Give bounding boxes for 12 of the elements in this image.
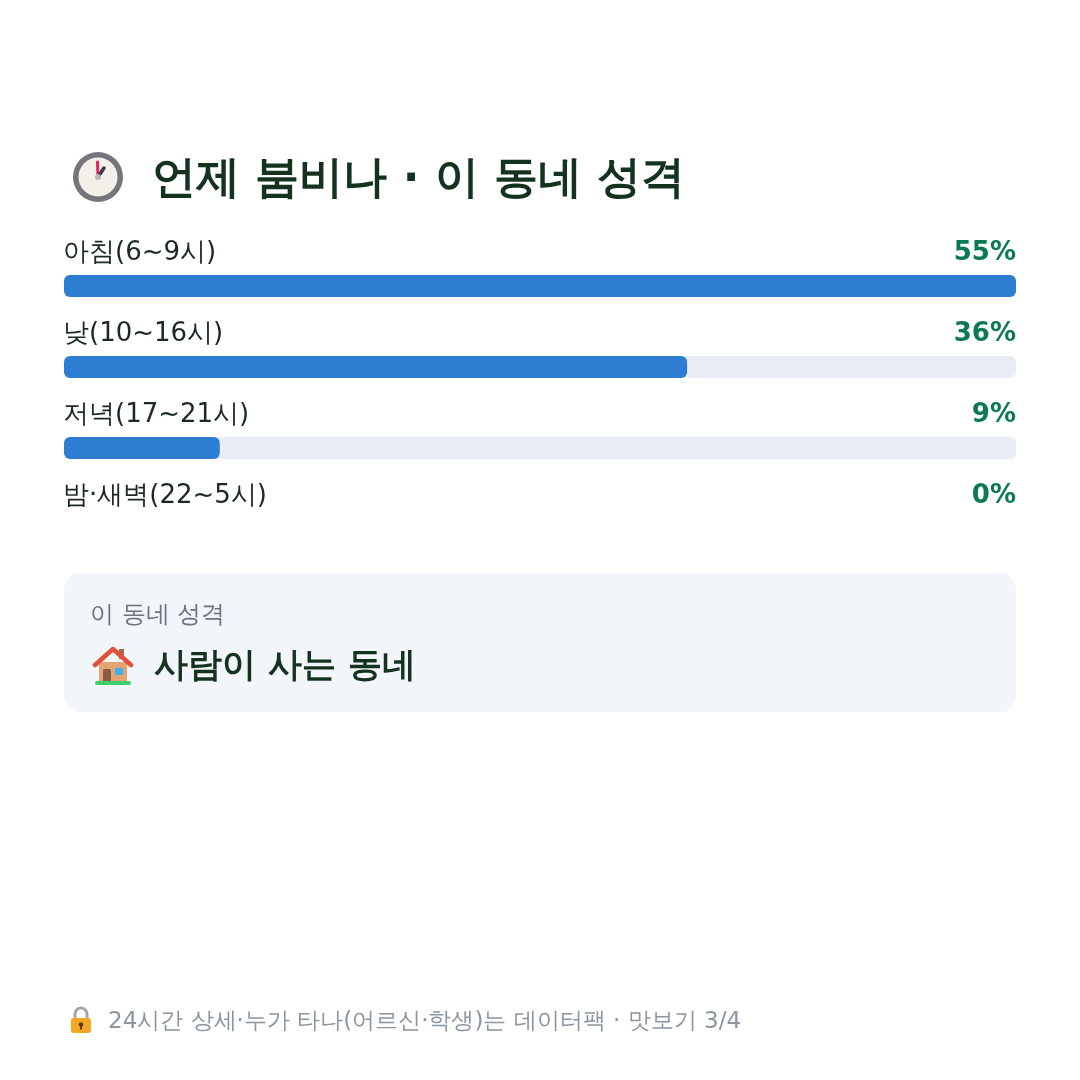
y-tick-label: 밤·새벽(22~5시) <box>63 478 267 509</box>
text: 사람이 사는 동네 <box>154 644 416 684</box>
y-tick-label: 낮(10~16시) <box>63 316 224 347</box>
chart-title: 언제 붐비나 · 이 동네 성격 <box>152 150 686 204</box>
text: 24시간 상세·누가 타나(어르신·학생)는 데이터팩 · 맛보기 3/4 <box>108 1006 742 1034</box>
data-label: 0% <box>971 478 1016 509</box>
data-label: 9% <box>971 397 1016 428</box>
y-tick-label: 저녁(17~21시) <box>63 397 250 428</box>
data-label: 36% <box>953 316 1016 347</box>
text: 이 동네 성격 <box>90 600 226 628</box>
y-tick-label: 아침(6~9시) <box>63 235 217 266</box>
data-label: 55% <box>953 235 1016 266</box>
